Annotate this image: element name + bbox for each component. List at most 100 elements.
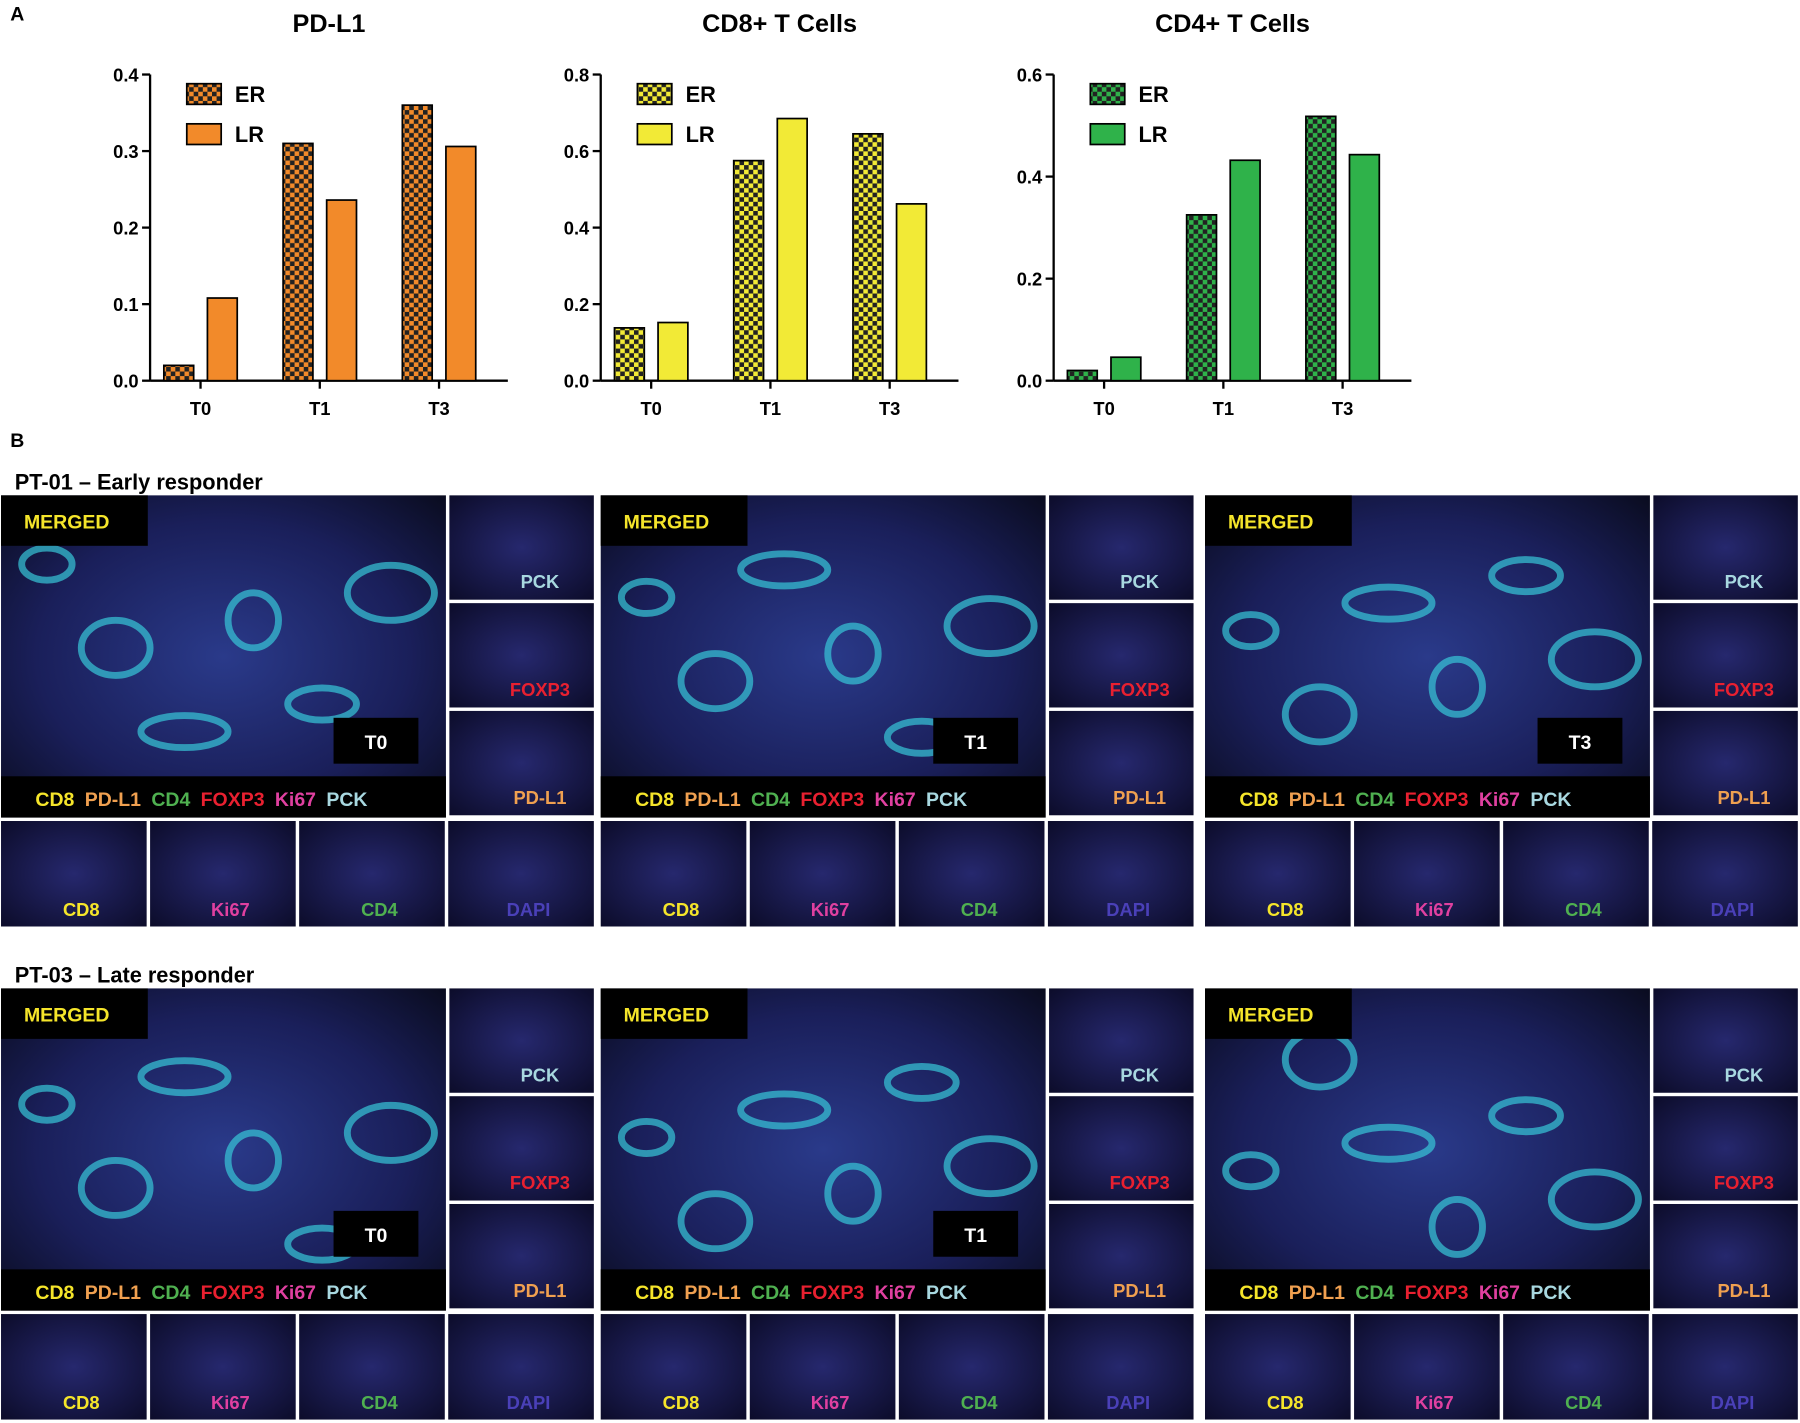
- channel-image: [150, 821, 296, 927]
- channel-name: PD-L1: [85, 1282, 141, 1304]
- channel-legend-box: [1, 1269, 446, 1311]
- channel-tile-label: PD-L1: [1717, 1280, 1770, 1301]
- channel-image: [449, 710, 594, 816]
- channel-tile-label: DAPI: [507, 1392, 551, 1413]
- legend-swatch: [636, 122, 673, 146]
- channel-image: [1049, 710, 1194, 816]
- channel-tile-label: DAPI: [1711, 1392, 1755, 1413]
- tissue-structure: [1281, 683, 1358, 746]
- channel-name: CD4: [751, 789, 790, 811]
- channel-tile-label: FOXP3: [1714, 1172, 1774, 1193]
- tissue-structure: [1341, 1123, 1436, 1163]
- channel-name: Ki67: [1479, 1282, 1520, 1304]
- bar: [1066, 369, 1099, 382]
- tissue-structure: [1488, 556, 1564, 596]
- channel-name: FOXP3: [800, 1282, 864, 1304]
- x-tick-label: T0: [190, 398, 211, 419]
- channel-tile-label: CD8: [663, 1392, 700, 1413]
- channel-image: [1354, 1314, 1500, 1420]
- timepoint-label: T0: [365, 1225, 388, 1247]
- channel-tile-label: CD4: [361, 1392, 398, 1413]
- channel-image: [749, 821, 896, 927]
- merged-label: MERGED: [624, 512, 710, 534]
- channel-name: CD8: [1239, 1282, 1278, 1304]
- tissue-structure: [18, 544, 76, 584]
- channel-tile-label: CD4: [1565, 1392, 1602, 1413]
- channel-legend-box: [1205, 776, 1650, 818]
- tissue-structure: [137, 1057, 232, 1097]
- tissue-structure: [677, 650, 754, 713]
- legend-swatch: [1089, 122, 1126, 146]
- channel-name: PD-L1: [684, 1282, 740, 1304]
- channel-name: PCK: [926, 789, 967, 811]
- timepoint-box: [1537, 717, 1623, 764]
- y-tick-label: 0.0: [1017, 371, 1042, 392]
- merged-label-box: [1, 988, 148, 1039]
- channel-name: CD4: [151, 789, 190, 811]
- x-tick-label: T3: [428, 398, 449, 419]
- channel-tile-label: CD4: [361, 899, 398, 920]
- channel-image: [1205, 1314, 1351, 1420]
- channel-tile-label: Ki67: [211, 899, 250, 920]
- bar: [1348, 153, 1381, 382]
- bar: [206, 297, 239, 382]
- channel-name: PCK: [1530, 789, 1571, 811]
- channel-legend-box: [1205, 1269, 1650, 1311]
- channel-image: [1653, 1203, 1798, 1309]
- channel-name: PD-L1: [85, 789, 141, 811]
- channel-name: PD-L1: [1289, 1282, 1345, 1304]
- channel-tile-label: PD-L1: [513, 1280, 566, 1301]
- patient-title: PT-01 – Early responder: [15, 470, 264, 495]
- channel-name: PCK: [1530, 1282, 1571, 1304]
- tissue-structure: [824, 1162, 882, 1225]
- bar: [1185, 213, 1218, 382]
- y-tick-label: 0.2: [1017, 269, 1042, 290]
- channel-legend: CD8 PD-L1 CD4 FOXP3 Ki67 PCK: [635, 789, 967, 811]
- channel-name: Ki67: [1479, 789, 1520, 811]
- channel-legend: CD8 PD-L1 CD4 FOXP3 Ki67 PCK: [635, 1282, 967, 1304]
- channel-tile-label: PD-L1: [1717, 787, 1770, 808]
- tissue-structure: [1222, 611, 1280, 651]
- x-tick-label: T0: [640, 398, 661, 419]
- channel-tile-label: FOXP3: [510, 1172, 570, 1193]
- channel-name: CD4: [1355, 789, 1394, 811]
- channel-tile-label: FOXP3: [1110, 1172, 1170, 1193]
- merged-image: [1205, 495, 1650, 818]
- channel-image: [1503, 1314, 1649, 1420]
- tissue-structure: [1488, 1096, 1564, 1136]
- channel-tile-label: CD8: [1267, 899, 1304, 920]
- tissue-structure: [343, 1101, 438, 1164]
- legend-label: ER: [686, 82, 717, 107]
- channel-image: [1, 1314, 147, 1420]
- channel-image: [1049, 988, 1194, 1093]
- channel-legend: CD8 PD-L1 CD4 FOXP3 Ki67 PCK: [35, 1282, 367, 1304]
- channel-tile-label: PD-L1: [1113, 787, 1166, 808]
- merged-label-box: [600, 988, 748, 1039]
- channel-image: [898, 1314, 1045, 1420]
- y-tick-label: 0.4: [564, 217, 590, 238]
- legend-label: LR: [1139, 122, 1168, 147]
- channel-image: [1047, 1314, 1194, 1420]
- channel-legend: CD8 PD-L1 CD4 FOXP3 Ki67 PCK: [35, 789, 367, 811]
- channel-image: [1653, 988, 1798, 1093]
- bar: [1110, 356, 1142, 382]
- channel-tile-label: FOXP3: [510, 679, 570, 700]
- bar: [657, 321, 689, 382]
- channel-image: [448, 1314, 594, 1420]
- channel-tile-label: PCK: [521, 571, 560, 592]
- channel-tile-label: CD4: [1565, 899, 1602, 920]
- channel-name: PD-L1: [1289, 789, 1345, 811]
- merged-label: MERGED: [24, 512, 110, 534]
- channel-tile-label: Ki67: [1415, 899, 1454, 920]
- tissue-structure: [343, 561, 438, 624]
- merged-image: [600, 988, 1046, 1311]
- channel-tile-label: FOXP3: [1714, 679, 1774, 700]
- channel-tile-label: CD8: [663, 899, 700, 920]
- timepoint-label: T1: [964, 1225, 987, 1247]
- bar: [732, 159, 765, 382]
- channel-legend-box: [600, 776, 1046, 818]
- channel-name: Ki67: [275, 789, 316, 811]
- merged-label-box: [600, 495, 748, 546]
- channel-name: FOXP3: [1405, 1282, 1469, 1304]
- bar: [895, 203, 928, 382]
